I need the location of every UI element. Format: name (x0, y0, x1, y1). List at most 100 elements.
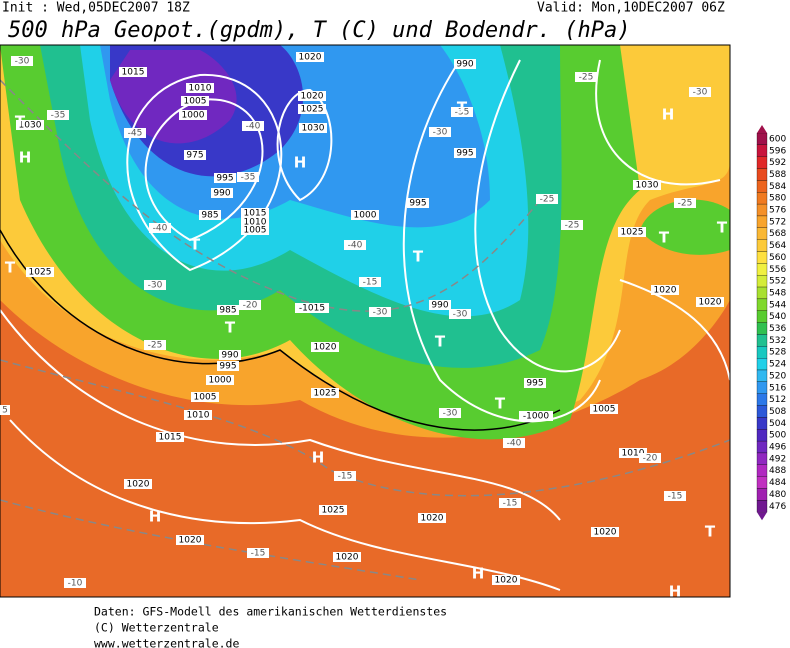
isobar-label-box (492, 575, 520, 585)
colorbar-cell (756, 346, 768, 359)
pressure-center: H (662, 106, 675, 124)
pressure-center: H (294, 154, 307, 172)
colorbar-label: 540 (769, 312, 786, 322)
temperature-label-box (639, 453, 661, 463)
pressure-center: T (190, 236, 201, 254)
isobar-label-box (618, 227, 646, 237)
isobar-label-box (186, 83, 214, 93)
colorbar-cell (756, 322, 768, 335)
temperature-label: -20 (243, 301, 258, 311)
footer-source: Daten: GFS-Modell des amerikanischen Wet… (94, 605, 447, 619)
isobar-label: 1025 (621, 228, 644, 238)
isobar-label-box (524, 378, 546, 388)
isobar-label: 990 (221, 351, 238, 361)
colorbar-label: 560 (769, 253, 786, 263)
isobar-label: 990 (431, 301, 448, 311)
temperature-label: -15 (503, 499, 518, 509)
isobar-label-box (429, 300, 451, 310)
isobar-label: 1005 (184, 97, 207, 107)
isobar-label-box (299, 123, 327, 133)
isobar-label: 1020 (336, 553, 359, 563)
colorbar-tip (757, 125, 767, 133)
isobar-label-box (16, 120, 44, 130)
colorbar-label: 564 (769, 241, 786, 251)
colorbar-label: 516 (769, 383, 786, 393)
isobar-label: 1025 (29, 268, 52, 278)
colorbar-label: 568 (769, 229, 786, 239)
isobar-label-box (296, 52, 324, 62)
isobar-label-box (633, 180, 661, 190)
colorbar-cell (756, 215, 768, 228)
colorbar-cell (756, 132, 768, 146)
colorbar-cell (756, 144, 768, 157)
colorbar-cell (756, 357, 768, 371)
pressure-center: T (15, 113, 26, 131)
temperature-label: -40 (348, 241, 363, 251)
isobar-label: 1020 (654, 286, 677, 296)
isobar-label-box (311, 342, 339, 352)
map-frame (0, 44, 731, 598)
isobar-label: 1010 (622, 449, 645, 459)
isobar-label-box (181, 96, 209, 106)
temperature-label: -30 (433, 128, 448, 138)
colorbar-label: 572 (769, 217, 786, 227)
temperature-label: -30 (443, 409, 458, 419)
map-title: 500 hPa Geopot.(gpdm), T (C) und Bodendr… (8, 18, 631, 43)
footer-url: www.wetterzentrale.de (94, 637, 239, 648)
isobar-label: 1005 (194, 393, 217, 403)
pressure-center: T (457, 99, 468, 117)
isobar-label-box (519, 411, 553, 421)
isobar-label-box (179, 110, 207, 120)
colorbar-label: 584 (769, 182, 786, 192)
temperature-label: -40 (246, 122, 261, 132)
pressure-center: H (669, 583, 682, 601)
temperature-label-box (344, 240, 366, 250)
isobar-label: 985 (219, 306, 236, 316)
colorbar-cell (756, 298, 768, 311)
isobar-label: 995 (409, 199, 426, 209)
isobar-label: 1020 (314, 343, 337, 353)
isobar-label-box (206, 375, 234, 385)
temperature-label: -25 (678, 199, 693, 209)
colorbar: 6005965925885845805765725685645605565525… (756, 125, 786, 521)
colorbar-cell (756, 192, 768, 205)
temperature-label-box (536, 194, 558, 204)
temperature-label: -40 (153, 224, 168, 234)
temperature-label-box (664, 491, 686, 501)
isobar-label-box (191, 392, 219, 402)
colorbar-label: 592 (769, 158, 786, 168)
isobar-label-box (217, 305, 239, 315)
colorbar-cell (756, 156, 768, 169)
isobar-label-box (217, 361, 239, 371)
isobar-label: 1020 (699, 298, 722, 308)
colorbar-cell (756, 239, 768, 252)
isobar-label: 1020 (495, 576, 518, 586)
colorbar-label: 528 (769, 348, 786, 358)
temperature-label: -45 (128, 129, 143, 139)
isobar-label: 995 (526, 379, 543, 389)
isobar-label: 1010 (189, 84, 212, 94)
temperature-label-box (359, 277, 381, 287)
isobar-label: 1000 (209, 376, 232, 386)
temperature-label-box (503, 438, 525, 448)
isobar-label-box (696, 297, 724, 307)
footer-copyright: (C) Wetterzentrale (94, 621, 219, 635)
isobar-label: 1030 (636, 181, 659, 191)
colorbar-cell (756, 203, 768, 217)
temperature-label-box (0, 405, 10, 415)
isobar-label: 1010 (187, 411, 210, 421)
colorbar-label: 504 (769, 419, 786, 429)
temperature-label-box (239, 300, 261, 310)
isobar-label: 985 (201, 211, 218, 221)
isobar-label: 1020 (421, 514, 444, 524)
colorbar-cell (756, 429, 768, 442)
colorbar-cell (756, 405, 768, 418)
isobar-label: 1020 (594, 528, 617, 538)
colorbar-cell (756, 500, 768, 513)
isobar-label: 1030 (302, 124, 325, 134)
temperature-label-box (369, 307, 391, 317)
temperature-label-box (499, 498, 521, 508)
isobar-label-box (241, 217, 269, 227)
temperature-label: -15 (668, 492, 683, 502)
